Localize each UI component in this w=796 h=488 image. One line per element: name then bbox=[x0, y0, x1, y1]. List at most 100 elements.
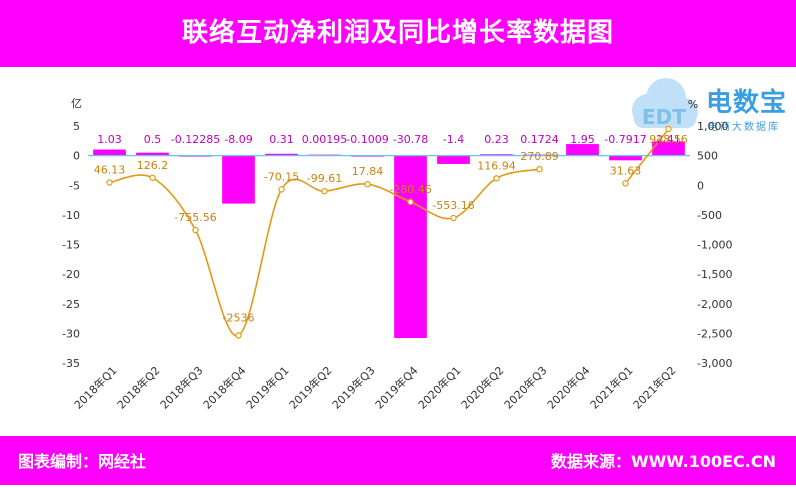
line-point bbox=[450, 214, 457, 222]
x-tick-label: 2019年Q2 bbox=[286, 363, 335, 412]
bar bbox=[394, 155, 427, 338]
footer-source: 数据来源：WWW.100EC.CN bbox=[550, 452, 776, 471]
chart-footer: 图表编制：网经社 数据来源：WWW.100EC.CN bbox=[0, 436, 796, 485]
bar-value-label: 0.00195 bbox=[302, 133, 348, 146]
line-value-label: 31.63 bbox=[610, 164, 642, 177]
right-tick-label: -2,500 bbox=[697, 327, 732, 340]
left-tick-label: -20 bbox=[62, 268, 80, 281]
line-point bbox=[622, 180, 629, 187]
x-tick-label: 2019年Q3 bbox=[329, 363, 378, 412]
x-tick-label: 2021年Q1 bbox=[587, 363, 636, 412]
line-point bbox=[192, 226, 199, 234]
line-series bbox=[106, 125, 672, 339]
x-tick-label: 2020年Q1 bbox=[415, 363, 464, 412]
bar-value-label: 0.31 bbox=[269, 133, 294, 146]
right-tick-label: -2,000 bbox=[697, 298, 732, 311]
right-tick-label: -1,500 bbox=[697, 268, 732, 281]
line-value-label: 126.2 bbox=[137, 159, 169, 172]
line-value-label: 17.84 bbox=[352, 165, 384, 178]
line-value-label: -755.56 bbox=[174, 211, 216, 224]
line-value-label: -280.46 bbox=[389, 183, 431, 196]
right-tick-label: 0 bbox=[697, 179, 704, 192]
chart-header: 联络互动净利润及同比增长率数据图 bbox=[0, 0, 796, 67]
left-axis: 5 0 -5 -10 -15 -20 -25 -30 -35 亿 bbox=[62, 97, 82, 370]
right-tick-label: 1,000 bbox=[697, 120, 729, 133]
right-axis-unit: % bbox=[688, 98, 698, 111]
bar-value-label: 0.5 bbox=[144, 133, 162, 146]
logo-brand: 电数宝 bbox=[706, 88, 788, 118]
x-tick-label: 2021年Q2 bbox=[630, 363, 679, 412]
bar-value-label: -0.7917 bbox=[604, 133, 646, 146]
bar-value-label: 0.23 bbox=[484, 133, 509, 146]
bar-series bbox=[93, 141, 685, 338]
line-point bbox=[665, 125, 672, 133]
line-value-label: -2536 bbox=[223, 312, 255, 325]
left-tick-label: -30 bbox=[62, 327, 80, 340]
line-value-label: 46.13 bbox=[94, 164, 126, 177]
left-tick-label: -10 bbox=[62, 209, 80, 222]
bar bbox=[566, 144, 599, 156]
x-tick-label: 2019年Q1 bbox=[243, 363, 292, 412]
svg-text:EDT: EDT bbox=[642, 105, 686, 129]
cloud-icon: EDT bbox=[632, 78, 698, 129]
footer-credit: 图表编制：网经社 bbox=[18, 452, 147, 471]
logo: EDT 电数宝 电商大数据库 bbox=[622, 72, 792, 142]
line-value-label: 948.56 bbox=[649, 133, 688, 146]
line-value-label: -99.61 bbox=[307, 172, 342, 185]
growth-line bbox=[624, 128, 670, 184]
x-tick-label: 2020年Q3 bbox=[501, 363, 550, 412]
line-point bbox=[149, 174, 156, 181]
line-value-label: -70.15 bbox=[264, 170, 299, 183]
right-axis: 1,000 500 0 -500 -1,000 -1,500 -2,000 -2,500 -3,… bbox=[688, 98, 733, 370]
left-tick-label: -35 bbox=[62, 357, 80, 370]
line-point bbox=[278, 186, 285, 193]
bar bbox=[437, 155, 470, 164]
bar-value-label: 1.95 bbox=[570, 133, 595, 146]
right-tick-label: -3,000 bbox=[697, 357, 732, 370]
x-axis-labels: 2018年Q12018年Q22018年Q32018年Q42019年Q12019年… bbox=[71, 363, 679, 412]
bar bbox=[93, 149, 126, 156]
line-point bbox=[493, 175, 500, 182]
bar-value-label: -1.4 bbox=[443, 133, 464, 146]
x-tick-label: 2019年Q4 bbox=[372, 363, 421, 412]
bar bbox=[609, 155, 642, 161]
left-axis-unit: 亿 bbox=[71, 97, 82, 110]
chart-title: 联络互动净利润及同比增长率数据图 bbox=[181, 18, 614, 48]
bar bbox=[136, 152, 169, 156]
line-point bbox=[106, 179, 113, 186]
bar-value-label: -8.09 bbox=[224, 133, 252, 146]
x-tick-label: 2018年Q2 bbox=[114, 363, 163, 412]
left-tick-label: 0 bbox=[73, 150, 80, 163]
x-tick-label: 2018年Q3 bbox=[157, 363, 206, 412]
left-tick-label: 5 bbox=[73, 120, 80, 133]
right-tick-label: -1,000 bbox=[697, 239, 732, 252]
left-tick-label: -25 bbox=[62, 298, 80, 311]
logo-subtitle: 电商大数据库 bbox=[708, 122, 780, 133]
right-tick-label: 500 bbox=[697, 150, 718, 163]
left-tick-label: -15 bbox=[62, 239, 80, 252]
bar-value-label: -0.12285 bbox=[171, 133, 220, 146]
line-point bbox=[364, 180, 371, 188]
right-tick-label: -500 bbox=[697, 209, 722, 222]
x-tick-label: 2020年Q4 bbox=[544, 363, 593, 412]
bar bbox=[652, 141, 685, 156]
bar-value-label: 0.1724 bbox=[520, 133, 559, 146]
bar-value-label: -30.78 bbox=[393, 133, 428, 146]
bar-value-label: 2.41 bbox=[656, 133, 681, 146]
line-value-label: -553.16 bbox=[432, 199, 474, 212]
bar bbox=[222, 155, 255, 204]
line-value-label: 116.94 bbox=[477, 159, 516, 172]
line-point bbox=[235, 332, 242, 339]
x-tick-label: 2020年Q2 bbox=[458, 363, 507, 412]
bar-labels: 1.03 0.5 -0.12285 -8.09 0.31 0.00195 -0.1009 -3… bbox=[97, 133, 681, 146]
bar-value-label: -0.1009 bbox=[346, 133, 388, 146]
combo-chart: 5 0 -5 -10 -15 -20 -25 -30 -35 亿 1,000 500 0 -500 -1,… bbox=[62, 97, 733, 412]
left-tick-label: -5 bbox=[69, 179, 80, 192]
x-tick-label: 2018年Q1 bbox=[71, 363, 120, 412]
line-value-label: 270.89 bbox=[520, 150, 559, 163]
line-point bbox=[321, 187, 328, 195]
line-labels: 46.13 126.2-755.56-2536-70.15 -99.6117.84-… bbox=[94, 133, 688, 324]
bar-value-label: 1.03 bbox=[97, 133, 122, 146]
x-tick-label: 2018年Q4 bbox=[200, 363, 249, 412]
bar bbox=[265, 153, 298, 156]
